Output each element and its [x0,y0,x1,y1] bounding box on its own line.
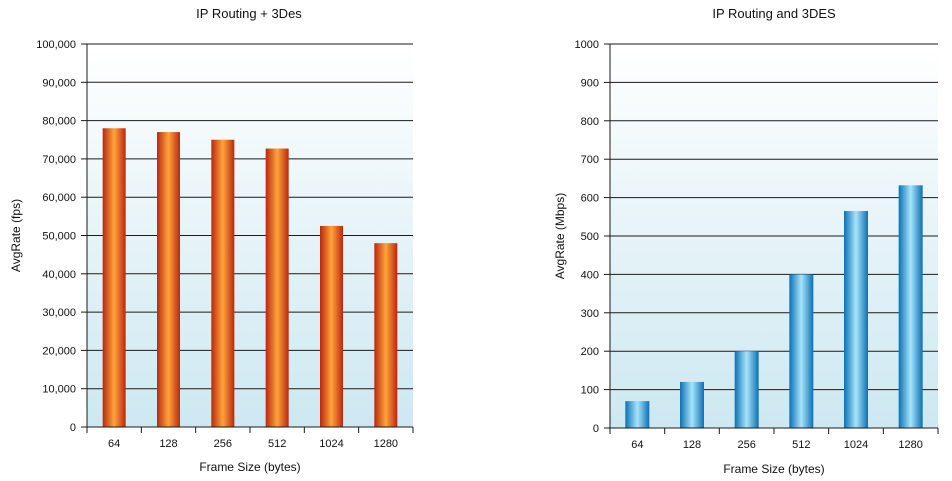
left-x-tick-label: 256 [214,438,232,450]
right-x-tick-label: 128 [683,439,701,451]
left-chart-title: IP Routing + 3Des [196,6,302,21]
left-y-axis-label: AvgRate (fps) [9,199,23,272]
right-bar-128 [680,381,704,428]
left-y-tick-label: 0 [70,422,76,434]
left-bar-256 [211,139,235,427]
right-y-tick-label: 900 [581,77,599,89]
right-x-tick-label: 1024 [844,439,868,451]
right-y-tick-label: 400 [581,269,599,281]
left-x-tick-label: 64 [108,438,120,450]
right-y-tick-label: 0 [593,423,599,435]
left-y-tick-label: 80,000 [42,116,76,128]
right-y-tick-label: 600 [581,193,599,205]
right-y-tick-label: 200 [581,346,599,358]
right-x-axis-label: Frame Size (bytes) [723,462,824,476]
right-x-tick-label: 1280 [898,439,922,451]
left-y-tick-label: 90,000 [42,77,76,89]
chart-left-ip-routing-3des: 0 10,000 20,000 30,000 40,000 50,000 60,000 70,… [9,6,414,474]
chart-right-ip-routing-and-3des: 0 100 200 300 400 500 600 700 800 900 1000 64 128 256… [553,6,939,476]
right-bar-512 [789,274,814,428]
right-y-tick-label: 100 [581,385,599,397]
right-x-tick-label: 256 [737,439,755,451]
right-y-tick-label: 500 [581,231,599,243]
left-x-axis-label: Frame Size (bytes) [199,460,300,474]
right-x-tick-label: 512 [792,439,810,451]
left-bar-64 [102,128,126,427]
right-bar-1280 [898,185,923,428]
left-bar-512 [265,148,289,427]
left-y-tick-label: 70,000 [42,154,76,166]
right-chart-title: IP Routing and 3DES [712,6,836,21]
left-y-tick-label: 20,000 [42,345,76,357]
right-y-tick-label: 1000 [575,39,599,51]
left-y-tick-label: 40,000 [42,269,76,281]
right-y-tick-label: 300 [581,308,599,320]
right-x-tick-label: 64 [631,439,643,451]
right-y-tick-label: 800 [581,116,599,128]
left-x-tick-label: 1024 [319,438,343,450]
left-x-tick-label: 128 [159,438,177,450]
right-bar-1024 [844,211,868,428]
right-y-tick-label: 700 [581,154,599,166]
right-bar-256 [734,351,759,428]
left-x-tick-label: 1280 [374,438,398,450]
right-bar-64 [625,401,650,428]
left-y-tick-label: 50,000 [42,231,76,243]
left-bar-1280 [374,243,398,427]
left-y-tick-label: 100,000 [36,39,76,51]
left-y-tick-label: 10,000 [42,384,76,396]
left-y-tick-label: 60,000 [42,192,76,204]
left-bar-128 [157,132,180,427]
left-bar-1024 [320,225,343,427]
right-y-axis-label: AvgRate (Mbps) [553,193,567,279]
left-x-tick-label: 512 [268,438,286,450]
left-y-tick-label: 30,000 [42,307,76,319]
